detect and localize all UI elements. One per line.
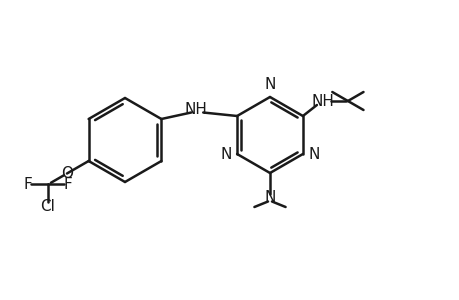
Text: Cl: Cl bbox=[40, 199, 55, 214]
Text: N: N bbox=[264, 76, 275, 92]
Text: NH: NH bbox=[185, 102, 207, 117]
Text: N: N bbox=[264, 190, 275, 206]
Text: O: O bbox=[61, 166, 73, 181]
Text: NH: NH bbox=[311, 94, 334, 109]
Text: N: N bbox=[220, 146, 231, 161]
Text: F: F bbox=[23, 177, 32, 192]
Text: N: N bbox=[308, 146, 319, 161]
Text: F: F bbox=[63, 177, 72, 192]
